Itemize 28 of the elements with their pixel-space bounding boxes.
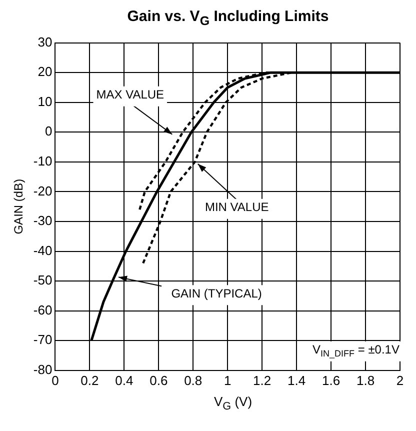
x-tick-label: 1.4 [288,372,306,388]
annotation: MAX VALUE [96,88,164,102]
y-tick-label: 20 [38,64,52,80]
x-tick-label: 0.6 [150,372,168,388]
x-tick-label: 1.2 [253,372,272,388]
y-tick-label: -20 [33,183,52,198]
x-tick-label: 0.8 [184,372,202,388]
y-tick-label: 30 [38,34,52,50]
y-tick-label: -10 [33,154,52,169]
y-tick-label: -80 [33,362,52,377]
x-tick-label: 2 [396,372,404,388]
x-tick-label: 0.4 [115,372,134,388]
x-axis-title: V$_{G}$ (V) [212,394,254,413]
annotation: GAIN (TYPICAL) [171,286,262,300]
y-tick-label: -60 [33,302,52,318]
y-tick-label: 10 [38,94,52,109]
y-tick-label: 0 [44,124,52,139]
y-tick-label: -70 [33,332,52,348]
annotation: MIN VALUE [204,200,269,214]
x-tick-label: 1 [224,372,232,388]
x-tick-label: 0.2 [80,372,99,388]
x-tick-label: 1.8 [356,372,375,388]
y-tick-label: -40 [33,242,52,258]
y-tick-label: -50 [33,272,52,288]
y-axis-title: GAIN (dB) [12,178,26,234]
chart-title: Gain vs. V$_{G}$ Including Limits [126,8,330,30]
x-tick-label: 1.6 [322,372,340,388]
y-tick-label: -30 [33,213,52,228]
